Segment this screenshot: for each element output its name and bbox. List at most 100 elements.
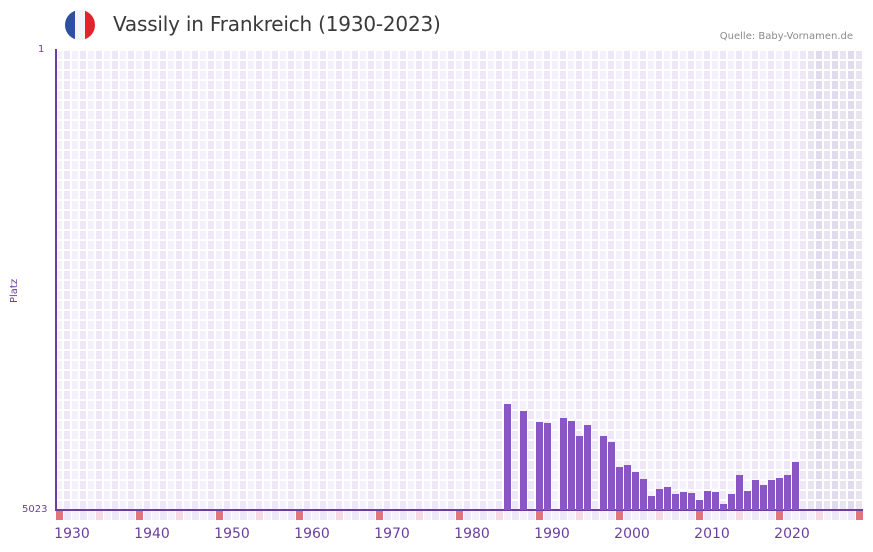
grid-column [248,49,256,519]
grid-column [232,49,240,519]
y-axis-line [55,49,57,511]
grid-column [184,49,192,519]
year-marker [488,511,495,520]
year-marker [608,511,615,520]
year-marker [344,511,351,520]
grid-column [128,49,136,519]
grid-column [152,49,160,519]
bar-2005[interactable] [656,488,663,510]
bar-2020[interactable] [776,477,783,510]
grid-column [312,49,320,519]
year-marker [560,511,567,520]
bar-1991[interactable] [544,422,551,510]
grid-column [64,49,72,519]
bar-2016[interactable] [744,490,751,510]
bar-1994[interactable] [568,420,575,510]
bar-2012[interactable] [712,492,719,510]
bar-2002[interactable] [632,471,639,510]
grid-column [696,49,704,519]
bar-2001[interactable] [624,465,631,510]
grid-column [808,49,816,519]
bar-2004[interactable] [648,495,655,510]
grid-column [80,49,88,519]
year-marker [552,511,559,520]
bar-2017[interactable] [752,479,759,510]
grid-column [776,49,784,519]
grid-column [296,49,304,519]
bar-1999[interactable] [608,441,615,510]
grid-column [416,49,424,519]
grid-column [264,49,272,519]
bar-1998[interactable] [600,436,607,510]
year-marker-strip [56,511,864,520]
grid-column [392,49,400,519]
decade-marker [696,511,703,520]
bar-2013[interactable] [720,504,727,510]
year-marker [72,511,79,520]
grid-column [88,49,96,519]
grid-column [456,49,464,519]
grid-column [112,49,120,519]
year-marker [624,511,631,520]
grid-column [632,49,640,519]
grid-column [528,49,536,519]
bar-2009[interactable] [688,493,695,510]
year-marker [88,511,95,520]
bar-2021[interactable] [784,475,791,510]
grid-column [616,49,624,519]
grid-column [344,49,352,519]
bar-2019[interactable] [768,479,775,510]
decade-marker [856,511,863,520]
year-marker [160,511,167,520]
x-axis-label: 1990 [534,526,570,542]
bar-1986[interactable] [504,403,511,510]
bar-2008[interactable] [680,492,687,510]
grid-column [824,49,832,519]
bar-1990[interactable] [536,421,543,510]
year-marker [400,511,407,520]
bar-2007[interactable] [672,494,679,510]
year-marker [280,511,287,520]
bar-2006[interactable] [664,486,671,510]
bar-2014[interactable] [728,494,735,510]
year-marker [192,511,199,520]
bar-2011[interactable] [704,490,711,510]
year-marker [720,511,727,520]
x-axis-label: 2010 [694,526,730,542]
year-marker [448,511,455,520]
x-axis-label: 1970 [374,526,410,542]
decade-marker [296,511,303,520]
year-marker [328,511,335,520]
year-marker [816,511,823,520]
grid-column [352,49,360,519]
bar-2015[interactable] [736,475,743,510]
chart-title: Vassily in Frankreich (1930-2023) [113,12,441,36]
year-marker [688,511,695,520]
year-marker [472,511,479,520]
bar-1995[interactable] [576,436,583,510]
year-marker [224,511,231,520]
year-marker [824,511,831,520]
grid-column [672,49,680,519]
bar-2003[interactable] [640,478,647,510]
bar-2000[interactable] [616,467,623,510]
grid-column [408,49,416,519]
grid-column [136,49,144,519]
year-marker [760,511,767,520]
decade-marker [776,511,783,520]
bar-2010[interactable] [696,499,703,510]
year-marker [288,511,295,520]
grid-column [224,49,232,519]
year-marker [304,511,311,520]
bar-2022[interactable] [792,461,799,510]
year-marker [424,511,431,520]
bar-2018[interactable] [760,485,767,510]
plot-area [55,49,863,519]
year-marker [680,511,687,520]
bar-1996[interactable] [584,424,591,510]
bar-1993[interactable] [560,418,567,510]
bar-1988[interactable] [520,410,527,510]
flag-france-icon [65,10,95,40]
year-marker [576,511,583,520]
grid-column [592,49,600,519]
